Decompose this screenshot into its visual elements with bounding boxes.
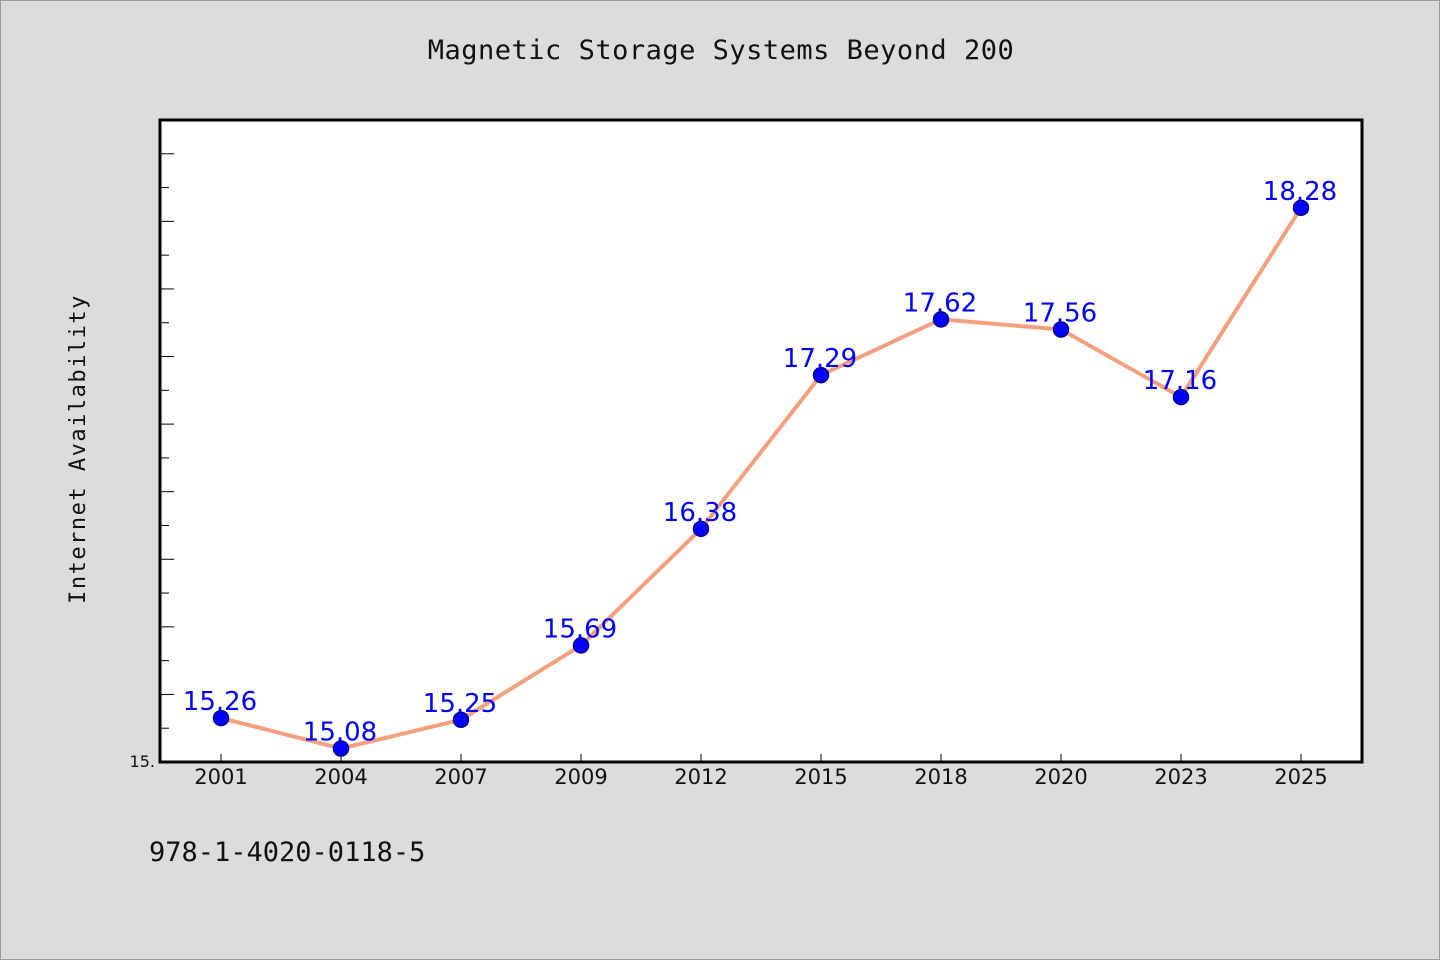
plot-area	[160, 120, 1362, 762]
x-tick-label: 2020	[1034, 765, 1087, 789]
data-label: 15.08	[303, 717, 377, 747]
data-label: 15.25	[423, 689, 497, 719]
data-point	[1292, 199, 1310, 217]
series-markers	[212, 199, 1310, 757]
x-axis-ticks: 2001 2004 2007 2009 2012 2015 2018 2020 2023 2025	[194, 754, 1328, 789]
data-label: 17.16	[1143, 366, 1217, 396]
data-label: 15.26	[183, 687, 257, 717]
x-tick-label: 2001	[194, 765, 247, 789]
data-point	[212, 709, 230, 727]
data-point	[452, 711, 470, 729]
x-tick-label: 2012	[674, 765, 727, 789]
data-point	[572, 637, 590, 654]
x-tick-label: 2007	[434, 765, 487, 789]
data-label: 17.56	[1023, 298, 1097, 328]
data-point	[1052, 321, 1070, 338]
data-label: 16.38	[663, 498, 737, 528]
data-point	[332, 740, 350, 757]
data-label: 15.69	[543, 614, 617, 644]
chart-title: Magnetic Storage Systems Beyond 200	[427, 35, 1015, 66]
x-tick-label: 2025	[1274, 765, 1327, 789]
x-tick-label: 2009	[554, 765, 607, 789]
data-label: 17.29	[783, 344, 857, 374]
data-point	[1172, 388, 1190, 406]
y-tick-label: 15.	[130, 752, 155, 771]
series-line	[220, 206, 1303, 751]
data-labels: 15.26 15.08 15.25 15.69 16.38 17.29 17.62 17.56…	[183, 177, 1337, 748]
data-point	[932, 311, 950, 328]
x-tick-label: 2018	[914, 765, 967, 789]
data-point	[692, 520, 710, 538]
data-label: 18.28	[1263, 177, 1337, 207]
x-tick-label: 2023	[1154, 765, 1207, 789]
x-tick-label: 2004	[314, 765, 367, 789]
y-axis-title: Internet Availability	[66, 294, 91, 604]
x-tick-label: 2015	[794, 765, 847, 789]
plot-frame	[158, 118, 1364, 764]
data-point	[812, 366, 830, 384]
data-label: 17.62	[903, 288, 977, 318]
isbn-annotation: 978-1-4020-0118-5	[149, 837, 426, 868]
